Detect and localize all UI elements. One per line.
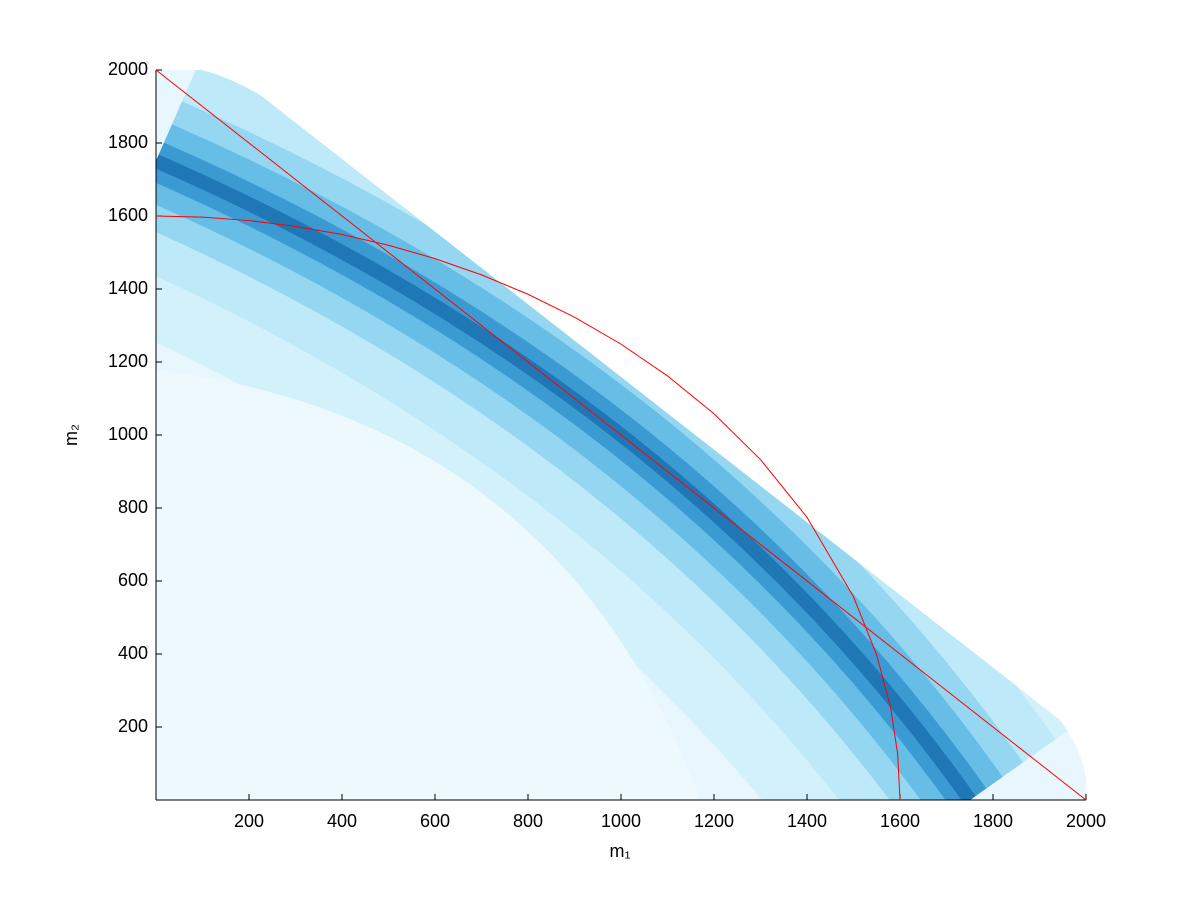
y-tick-label: 1400 <box>108 278 148 298</box>
x-tick-label: 800 <box>513 811 543 831</box>
x-tick-label: 200 <box>234 811 264 831</box>
curve <box>155 215 901 801</box>
x-tick-label: 2000 <box>1066 811 1106 831</box>
y-tick-label: 1000 <box>108 424 148 444</box>
x-tick-label: 1000 <box>601 811 641 831</box>
x-tick-label: 1800 <box>973 811 1013 831</box>
x-tick-label: 1200 <box>694 811 734 831</box>
y-tick-label: 2000 <box>108 59 148 79</box>
y-tick-label: 800 <box>118 497 148 517</box>
y-tick-label: 600 <box>118 570 148 590</box>
x-tick-label: 400 <box>327 811 357 831</box>
x-tick-label: 1600 <box>880 811 920 831</box>
x-tick-label: 600 <box>420 811 450 831</box>
x-axis-label: m₁ <box>609 841 630 861</box>
y-axis-label: m₂ <box>61 424 81 446</box>
y-tick-label: 1800 <box>108 132 148 152</box>
x-tick-label: 1400 <box>787 811 827 831</box>
y-tick-label: 1200 <box>108 351 148 371</box>
curve <box>155 69 1087 801</box>
y-tick-label: 1600 <box>108 205 148 225</box>
y-tick-label: 400 <box>118 643 148 663</box>
y-tick-label: 200 <box>118 716 148 736</box>
